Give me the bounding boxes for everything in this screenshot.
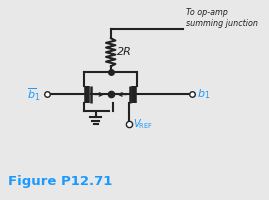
Text: To op-amp
summing junction: To op-amp summing junction <box>186 8 258 28</box>
Text: Figure P12.71: Figure P12.71 <box>8 175 112 188</box>
Text: $b_1$: $b_1$ <box>197 88 210 101</box>
Text: $V_{\!\mathrm{REF}}$: $V_{\!\mathrm{REF}}$ <box>133 118 153 131</box>
Text: $\overline{b}_1$: $\overline{b}_1$ <box>27 86 40 103</box>
Text: 2R: 2R <box>117 47 132 57</box>
